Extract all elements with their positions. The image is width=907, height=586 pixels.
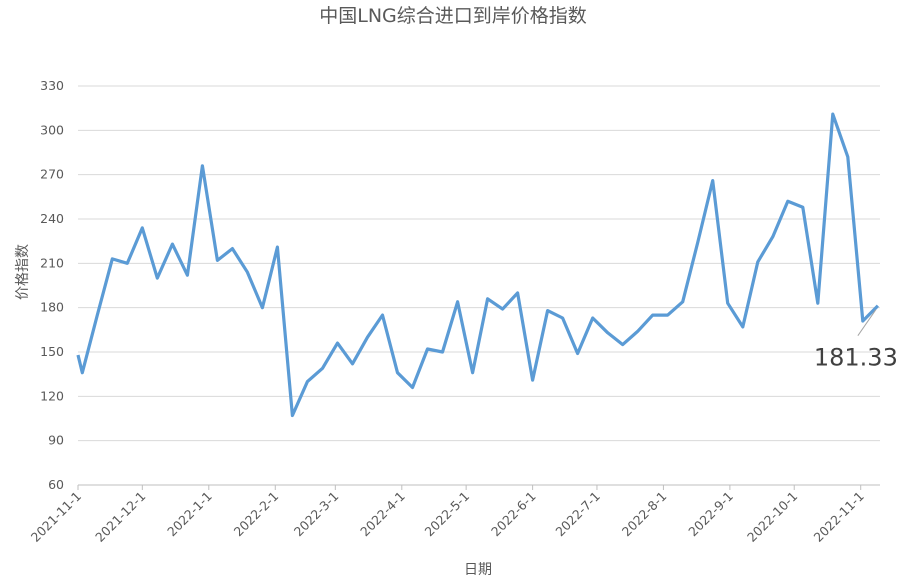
x-tick-label: 2022-11-1 (810, 489, 866, 545)
data-line (76, 112, 880, 418)
y-tick-label: 330 (40, 78, 64, 93)
x-tick-label: 2022-3-1 (291, 489, 342, 540)
x-tick-label: 2022-4-1 (357, 489, 408, 540)
x-tick-label: 2022-1-1 (164, 489, 215, 540)
y-tick-label: 150 (40, 344, 64, 359)
y-tick-label: 180 (40, 300, 64, 315)
x-tick-label: 2022-2-1 (231, 489, 282, 540)
leader-line (857, 309, 877, 336)
x-tick-label: 2022-8-1 (619, 489, 670, 540)
y-tick-label: 240 (40, 211, 64, 226)
x-tick-label: 2021-12-1 (92, 489, 148, 545)
y-tick-label: 60 (48, 477, 64, 492)
x-tick-label: 2022-7-1 (552, 489, 603, 540)
y-tick-label: 120 (40, 388, 64, 403)
x-axis-label: 日期 (464, 562, 492, 578)
x-tick-label: 2022-5-1 (422, 489, 473, 540)
x-tick-label: 2022-6-1 (488, 489, 539, 540)
y-axis-label: 价格指数 (15, 244, 31, 300)
x-tick-label: 2022-9-1 (685, 489, 736, 540)
y-tick-label: 210 (40, 255, 64, 270)
data-label: 181.33 (814, 344, 898, 372)
y-tick-label: 300 (40, 122, 64, 137)
y-tick-label: 270 (40, 167, 64, 182)
y-tick-label: 90 (48, 433, 64, 448)
x-tick-label: 2022-10-1 (744, 489, 800, 545)
x-tick-label: 2021-11-1 (28, 489, 84, 545)
chart-title: 中国LNG综合进口到岸价格指数 (319, 5, 587, 27)
